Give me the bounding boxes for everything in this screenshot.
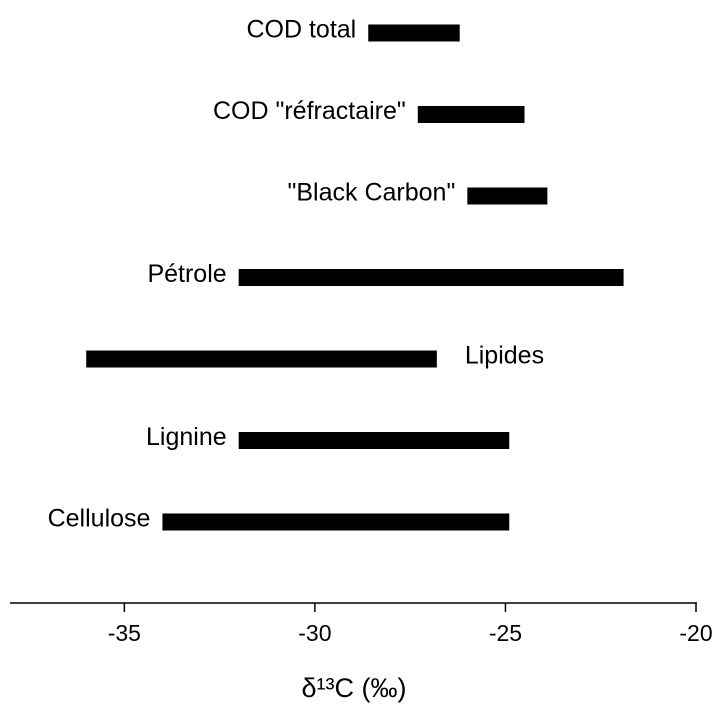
- bar-label: "Black Carbon": [288, 179, 456, 207]
- x-tick-label: -35: [108, 620, 141, 646]
- bar-label: Pétrole: [147, 260, 226, 288]
- x-tick-label: -20: [679, 620, 712, 646]
- bar-label: Lipides: [465, 342, 544, 370]
- x-tick-label: -25: [489, 620, 522, 646]
- bar-label: Cellulose: [48, 505, 151, 533]
- x-axis-label: δ¹³C (‰): [302, 673, 407, 703]
- bar: [162, 513, 510, 531]
- bar-label: COD "réfractaire": [213, 97, 406, 125]
- bar: [467, 187, 548, 205]
- bar: [86, 350, 437, 368]
- bar-label: COD total: [246, 16, 356, 44]
- bar: [368, 24, 460, 42]
- bar-label: Lignine: [146, 423, 227, 451]
- bar: [417, 106, 525, 123]
- bar: [238, 269, 624, 286]
- x-tick-label: -30: [298, 620, 331, 646]
- bar: [238, 432, 510, 449]
